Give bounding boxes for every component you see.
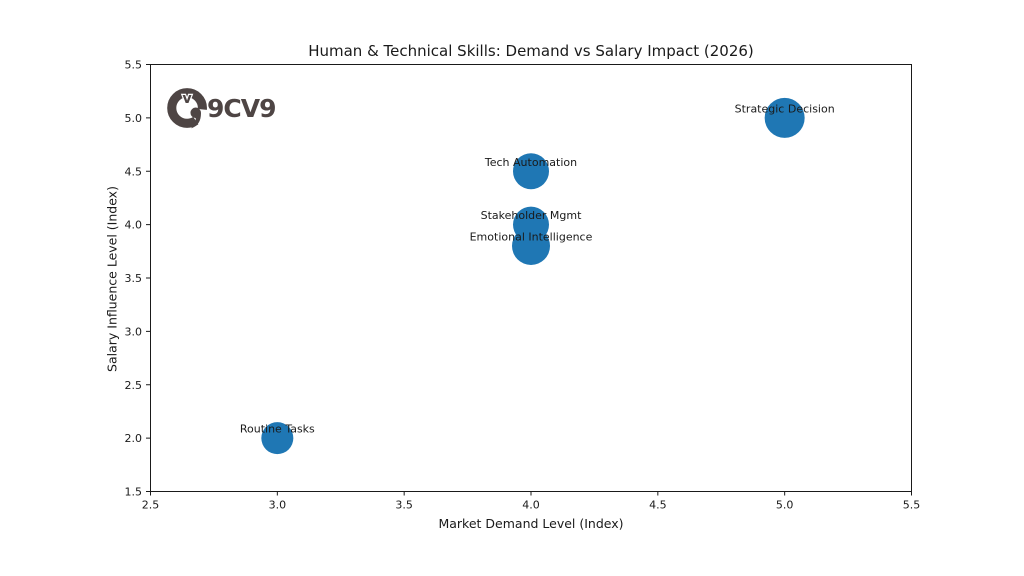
data-point-label: Routine Tasks — [240, 423, 315, 436]
y-tick-label: 4.0 — [125, 219, 143, 232]
data-point-bubble — [513, 153, 549, 190]
y-tick-label: 5.0 — [125, 112, 143, 125]
y-tick-label: 2.5 — [125, 379, 143, 392]
x-tick-label: 5.5 — [903, 499, 921, 512]
y-tick-label: 2.0 — [125, 432, 143, 445]
x-axis-label: Market Demand Level (Index) — [438, 516, 624, 531]
data-point-bubble — [261, 422, 294, 455]
x-tick-label: 2.5 — [142, 499, 160, 512]
y-tick-label: 4.5 — [125, 165, 143, 178]
brand-logo: v 9CV9 — [166, 84, 276, 132]
x-tick-label: 4.5 — [649, 499, 667, 512]
data-point-label: Tech Automation — [484, 156, 577, 169]
y-tick-label: 3.0 — [125, 325, 143, 338]
9cv9-logo-icon: v — [167, 88, 207, 129]
x-tick-label: 3.0 — [269, 499, 287, 512]
y-tick-label: 3.5 — [125, 272, 143, 285]
x-tick-label: 5.0 — [776, 499, 794, 512]
data-point-bubble — [513, 206, 549, 243]
brand-logo-text: 9CV9 — [207, 93, 276, 123]
x-tick-label: 3.5 — [395, 499, 413, 512]
chart-title: Human & Technical Skills: Demand vs Sala… — [308, 42, 754, 60]
y-tick-label: 1.5 — [125, 486, 143, 499]
data-point-bubble — [764, 97, 805, 138]
data-point-label: Strategic Decision — [735, 102, 835, 115]
y-axis-label: Salary Influence Level (Index) — [104, 186, 120, 372]
svg-text:v: v — [182, 91, 192, 107]
y-tick-label: 5.5 — [125, 59, 143, 72]
data-point-label: Emotional Intelligence — [470, 230, 593, 243]
data-point-label: Stakeholder Mgmt — [481, 209, 582, 222]
x-tick-label: 4.0 — [522, 499, 540, 512]
